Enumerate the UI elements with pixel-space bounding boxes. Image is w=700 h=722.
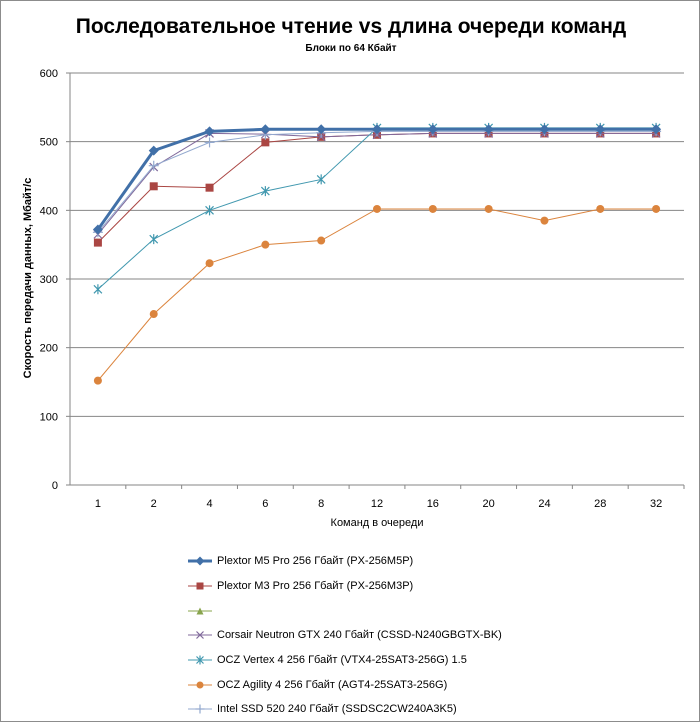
data-point <box>261 240 270 249</box>
data-point <box>196 655 204 665</box>
legend-label: Intel SSD 520 240 Гбайт (SSDSC2CW240A3K5… <box>217 703 457 716</box>
legend-marker-icon <box>188 631 212 640</box>
data-point <box>539 124 550 135</box>
legend-item: Plextor M5 Pro 256 Гбайт (PX-256M5P) <box>187 549 502 574</box>
data-point <box>149 310 158 319</box>
series-3 <box>93 129 661 239</box>
x-tick-label: 24 <box>538 498 550 510</box>
legend-marker-icon <box>188 607 212 615</box>
data-point <box>196 607 204 615</box>
data-point <box>92 224 103 235</box>
data-point <box>373 204 381 213</box>
legend-item: Intel SSD 520 240 Гбайт (SSDSC2CW240A3K5… <box>187 697 502 721</box>
data-point <box>196 681 204 689</box>
data-point <box>196 631 204 640</box>
data-point <box>596 204 605 213</box>
legend-item: Corsair Neutron GTX 240 Гбайт (CSSD-N240… <box>187 623 502 648</box>
data-point <box>484 204 493 213</box>
data-point <box>149 182 158 191</box>
data-point <box>93 376 102 385</box>
data-point <box>652 204 661 213</box>
data-point <box>205 183 214 192</box>
series-line <box>97 208 657 381</box>
x-tick-label: 1 <box>95 498 101 510</box>
data-point <box>372 124 382 135</box>
legend-label: Plextor M3 Pro 256 Гбайт (PX-256M3P) <box>217 580 414 593</box>
series-1 <box>93 129 661 247</box>
x-tick-label: 8 <box>318 498 324 510</box>
data-point <box>195 556 205 566</box>
y-tick-label: 500 <box>40 137 58 149</box>
legend-marker-icon <box>188 681 212 689</box>
data-point <box>483 124 494 135</box>
chart-title: Последовательное чтение vs длина очереди… <box>75 15 627 38</box>
data-point <box>204 137 215 148</box>
data-point <box>205 259 214 268</box>
x-tick-label: 4 <box>206 498 212 510</box>
legend-marker-icon <box>188 556 212 566</box>
data-point <box>428 204 437 213</box>
data-point <box>149 234 159 245</box>
series-line <box>97 130 657 233</box>
data-point <box>540 216 549 225</box>
legend-label: OCZ Vertex 4 256 Гбайт (VTX4-25SAT3-256G… <box>217 654 467 667</box>
data-point <box>205 205 214 216</box>
data-point <box>316 174 326 185</box>
legend-label: Corsair Neutron GTX 240 Гбайт (CSSD-N240… <box>217 629 502 642</box>
data-point <box>427 124 438 135</box>
chart-subtitle: Блоки по 64 Кбайт <box>305 43 397 54</box>
data-point <box>93 284 103 295</box>
data-point <box>261 138 270 147</box>
legend-item: Plextor M3 Pro 256 Гбайт (PX-256M3P) <box>187 574 502 599</box>
data-point <box>260 186 270 197</box>
data-point <box>148 145 159 156</box>
data-point <box>316 124 327 135</box>
legend-label: Plextor M5 Pro 256 Гбайт (PX-256M5P) <box>217 555 414 568</box>
x-tick-label: 16 <box>427 498 439 510</box>
data-point <box>317 236 326 245</box>
x-tick-label: 12 <box>371 498 383 510</box>
y-tick-label: 300 <box>40 274 58 286</box>
x-tick-label: 20 <box>483 498 495 510</box>
series-0 <box>92 124 662 235</box>
legend-item: OCZ Vertex 4 256 Гбайт (VTX4-25SAT3-256G… <box>187 648 502 673</box>
data-point <box>595 124 606 135</box>
x-tick-label: 6 <box>262 498 268 510</box>
y-tick-label: 600 <box>40 68 58 80</box>
legend-item: OCZ Agility 4 256 Гбайт (AGT4-25SAT3-256… <box>187 672 502 697</box>
x-axis-label: Команд в очереди <box>330 517 424 529</box>
data-point <box>93 238 102 247</box>
y-tick-label: 0 <box>52 480 58 492</box>
data-point <box>651 124 662 135</box>
x-tick-label: 2 <box>151 498 157 510</box>
data-point <box>148 160 159 171</box>
series-line <box>97 132 657 235</box>
y-tick-label: 200 <box>40 343 58 355</box>
data-point <box>195 704 205 714</box>
legend-marker-icon <box>188 655 212 665</box>
legend: Plextor M5 Pro 256 Гбайт (PX-256M5P) Plex… <box>187 549 502 721</box>
data-point <box>196 582 204 590</box>
series-5 <box>93 204 661 385</box>
y-tick-label: 400 <box>40 205 58 217</box>
x-tick-label: 32 <box>650 498 662 510</box>
legend-item <box>187 598 502 623</box>
data-point <box>204 126 215 137</box>
x-tick-label: 28 <box>594 498 606 510</box>
data-point <box>260 124 271 135</box>
y-tick-label: 100 <box>40 411 58 423</box>
legend-marker-icon <box>188 704 212 714</box>
legend-label: OCZ Agility 4 256 Гбайт (AGT4-25SAT3-256… <box>217 678 448 691</box>
legend-marker-icon <box>188 582 212 590</box>
